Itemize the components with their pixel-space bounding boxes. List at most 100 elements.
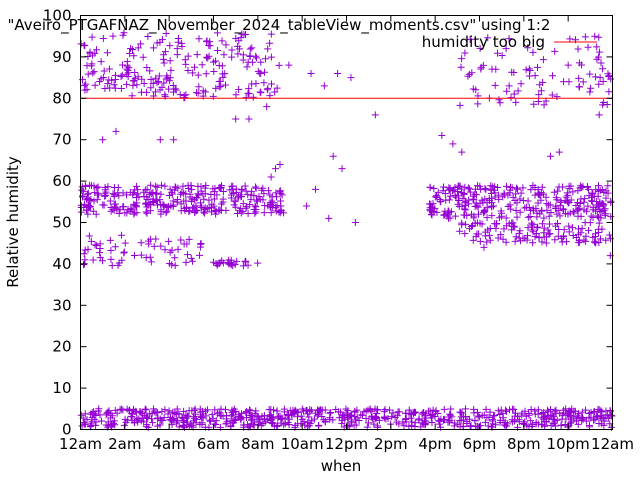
data-point (582, 406, 590, 414)
data-point (572, 201, 580, 209)
data-point (401, 415, 409, 423)
data-point (121, 209, 129, 217)
data-point (139, 53, 147, 61)
data-point (206, 42, 214, 50)
data-point (350, 421, 358, 429)
data-point (141, 186, 149, 194)
data-point (587, 212, 595, 220)
data-point (164, 410, 172, 418)
data-point (78, 186, 86, 194)
data-point (567, 182, 575, 190)
data-point (204, 54, 212, 62)
data-point (267, 30, 275, 38)
data-point (177, 207, 185, 215)
data-point (545, 220, 553, 228)
data-point (451, 212, 459, 220)
data-point (474, 182, 482, 190)
data-point (576, 204, 584, 212)
data-point (246, 201, 254, 209)
data-point (449, 140, 457, 148)
data-point (182, 411, 190, 419)
data-point (101, 85, 109, 93)
data-point (564, 61, 572, 69)
data-point (540, 229, 548, 237)
data-point (568, 224, 576, 232)
data-point (100, 67, 108, 75)
data-point (521, 234, 529, 242)
data-point (421, 412, 429, 420)
data-point (534, 63, 542, 71)
data-point (143, 63, 151, 71)
data-point (263, 103, 271, 111)
data-point (254, 67, 262, 75)
data-point (275, 412, 283, 420)
data-point (184, 52, 192, 60)
data-point (127, 44, 135, 52)
data-point (134, 190, 142, 198)
data-point (143, 203, 151, 211)
data-point (106, 197, 114, 205)
data-point (446, 214, 454, 222)
data-point (99, 73, 107, 81)
data-point (553, 210, 561, 218)
data-point (432, 407, 440, 415)
data-point (592, 207, 600, 215)
data-point (512, 233, 520, 241)
data-point (527, 417, 535, 425)
data-point (266, 191, 274, 199)
data-point (169, 408, 177, 416)
data-point (459, 194, 467, 202)
data-point (120, 249, 128, 257)
data-point (575, 83, 583, 91)
data-point (476, 199, 484, 207)
data-point (267, 53, 275, 61)
data-point (264, 45, 272, 53)
data-point (500, 225, 508, 233)
data-point (575, 74, 583, 82)
data-point (112, 127, 120, 135)
data-point (130, 210, 138, 218)
data-point (454, 200, 462, 208)
data-point (496, 416, 504, 424)
data-point (267, 417, 275, 425)
data-point (146, 207, 154, 215)
data-point (215, 78, 223, 86)
y-tick-label: 90 (52, 48, 71, 66)
data-point (218, 37, 226, 45)
data-point (462, 405, 470, 413)
data-point (574, 230, 582, 238)
data-point (261, 68, 269, 76)
data-point (286, 407, 294, 415)
data-point (595, 201, 603, 209)
data-point (551, 236, 559, 244)
data-point (374, 422, 382, 430)
data-point (130, 251, 138, 259)
data-point (116, 405, 124, 413)
data-point (194, 71, 202, 79)
data-point (492, 65, 500, 73)
data-point (95, 405, 103, 413)
data-point (597, 214, 605, 222)
data-point (487, 182, 495, 190)
data-point (306, 406, 314, 414)
data-point (209, 415, 217, 423)
data-point (182, 258, 190, 266)
data-point (253, 54, 261, 62)
data-point (242, 414, 250, 422)
data-point (494, 407, 502, 415)
data-point (129, 77, 137, 85)
data-point (502, 238, 510, 246)
data-point (591, 238, 599, 246)
data-point (90, 408, 98, 416)
data-point (311, 185, 319, 193)
data-point (161, 246, 169, 254)
data-point (222, 420, 230, 428)
data-point (96, 249, 104, 257)
data-point (549, 420, 557, 428)
data-point (166, 416, 174, 424)
data-point (96, 245, 104, 253)
data-point (88, 60, 96, 68)
data-point (595, 420, 603, 428)
data-point (178, 413, 186, 421)
data-point (123, 191, 131, 199)
